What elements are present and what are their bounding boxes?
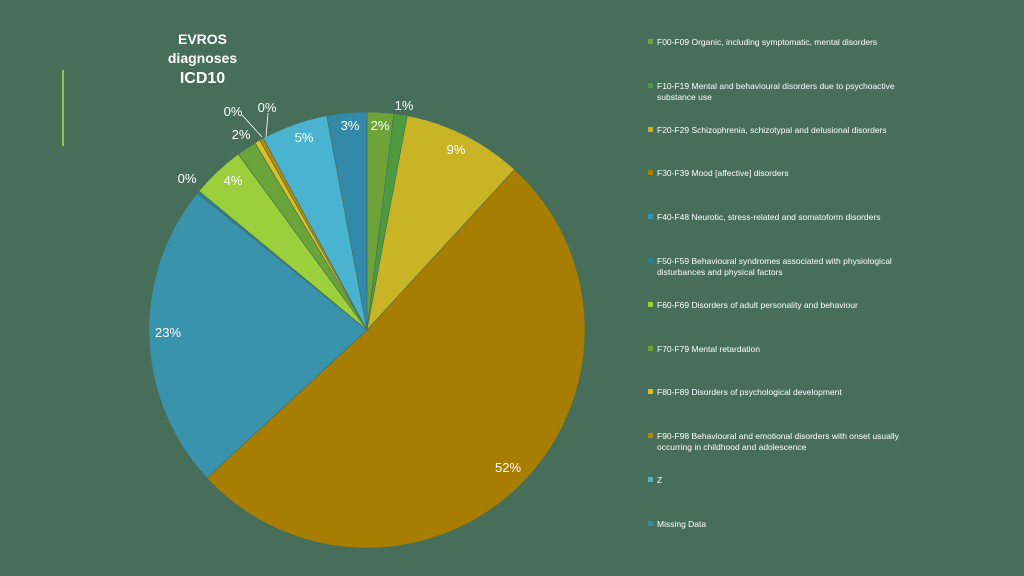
slice-label: 5% xyxy=(295,130,314,145)
pie-slice xyxy=(206,169,586,549)
pie-slice xyxy=(366,115,515,331)
legend-swatch xyxy=(648,389,653,395)
chart-title: EVROS diagnoses ICD10 xyxy=(140,30,265,90)
legend-item: F60-F69 Disorders of adult personality a… xyxy=(648,300,938,311)
legend-item: Z xyxy=(648,475,938,486)
slice-label: 2% xyxy=(371,118,390,133)
leader-line xyxy=(265,112,269,138)
legend-label-continued: occurring in childhood and adolescence xyxy=(657,442,807,453)
legend-label: F30-F39 Mood [affective] disorders xyxy=(657,168,789,179)
legend-swatch xyxy=(648,520,653,526)
legend-label: F00-F09 Organic, including symptomatic, … xyxy=(657,37,878,47)
legend-label: F70-F79 Mental retardation xyxy=(657,343,760,354)
legend-label: F20-F29 Schizophrenia, schizotypal and d… xyxy=(657,124,887,135)
legend-label: F90-F98 Behavioural and emotional disord… xyxy=(657,431,899,442)
legend-label: F80-F89 Disorders of psychological devel… xyxy=(657,387,842,398)
slice-label: 0% xyxy=(258,100,277,115)
slice-label: 52% xyxy=(495,460,521,475)
legend-swatch xyxy=(648,477,653,482)
legend-swatch xyxy=(648,301,653,307)
legend-item: F40-F48 Neurotic, stress-related and som… xyxy=(648,212,938,223)
slice-label: 4% xyxy=(224,173,243,188)
legend-item: F10-F19 Mental and behavioural disorders… xyxy=(648,81,938,103)
pie-chart: 2% 1% 9% 52% 23% 0% 4% 2% 0% 0% 5% 3% xyxy=(148,98,586,549)
legend-label-continued: substance use xyxy=(657,91,712,102)
pie-slice xyxy=(326,111,368,331)
legend-item: F30-F39 Mood [affective] disorders xyxy=(648,168,938,179)
legend-swatch xyxy=(648,214,653,220)
legend-item: F50-F59 Behavioural syndromes associated… xyxy=(648,256,938,278)
legend-swatch xyxy=(648,82,653,88)
slice-label: 23% xyxy=(155,325,181,340)
slice-label: 2% xyxy=(232,127,251,142)
legend-swatch xyxy=(648,126,653,132)
pie-slice xyxy=(148,192,368,479)
leader-line xyxy=(241,114,263,138)
slice-label: 3% xyxy=(341,118,360,133)
legend-item: F00-F09 Organic, including symptomatic, … xyxy=(648,37,938,48)
legend-label: Missing Data xyxy=(657,518,707,529)
accent-bar xyxy=(62,70,64,146)
legend-label-continued: disturbances and physical factors xyxy=(657,267,783,277)
legend-label: F40-F48 Neurotic, stress-related and som… xyxy=(657,212,881,223)
legend-label: Z xyxy=(657,475,663,485)
legend-swatch xyxy=(648,170,653,176)
legend-item: F90-F98 Behavioural and emotional disord… xyxy=(648,431,938,453)
legend-label: F10-F19 Mental and behavioural disorders… xyxy=(657,80,895,91)
slice-label: 0% xyxy=(224,104,243,119)
title-line-1: EVROS xyxy=(177,31,227,47)
legend-item: Missing Data xyxy=(648,519,938,530)
legend-swatch xyxy=(648,39,653,44)
slice-label: 0% xyxy=(178,171,197,186)
legend-swatch xyxy=(648,258,653,263)
legend-label: F50-F59 Behavioural syndromes associated… xyxy=(657,256,892,266)
title-line-3: ICD10 xyxy=(179,70,226,87)
slice-label: 9% xyxy=(447,142,466,157)
legend-item: F20-F29 Schizophrenia, schizotypal and d… xyxy=(648,125,938,136)
legend-label: F60-F69 Disorders of adult personality a… xyxy=(657,299,858,310)
legend-item: F80-F89 Disorders of psychological devel… xyxy=(648,387,938,398)
slice-label: 1% xyxy=(395,98,414,113)
legend-item: F70-F79 Mental retardation xyxy=(648,344,938,355)
legend-swatch xyxy=(648,345,653,351)
legend-swatch xyxy=(648,433,653,439)
title-line-2: diagnoses xyxy=(167,50,238,66)
